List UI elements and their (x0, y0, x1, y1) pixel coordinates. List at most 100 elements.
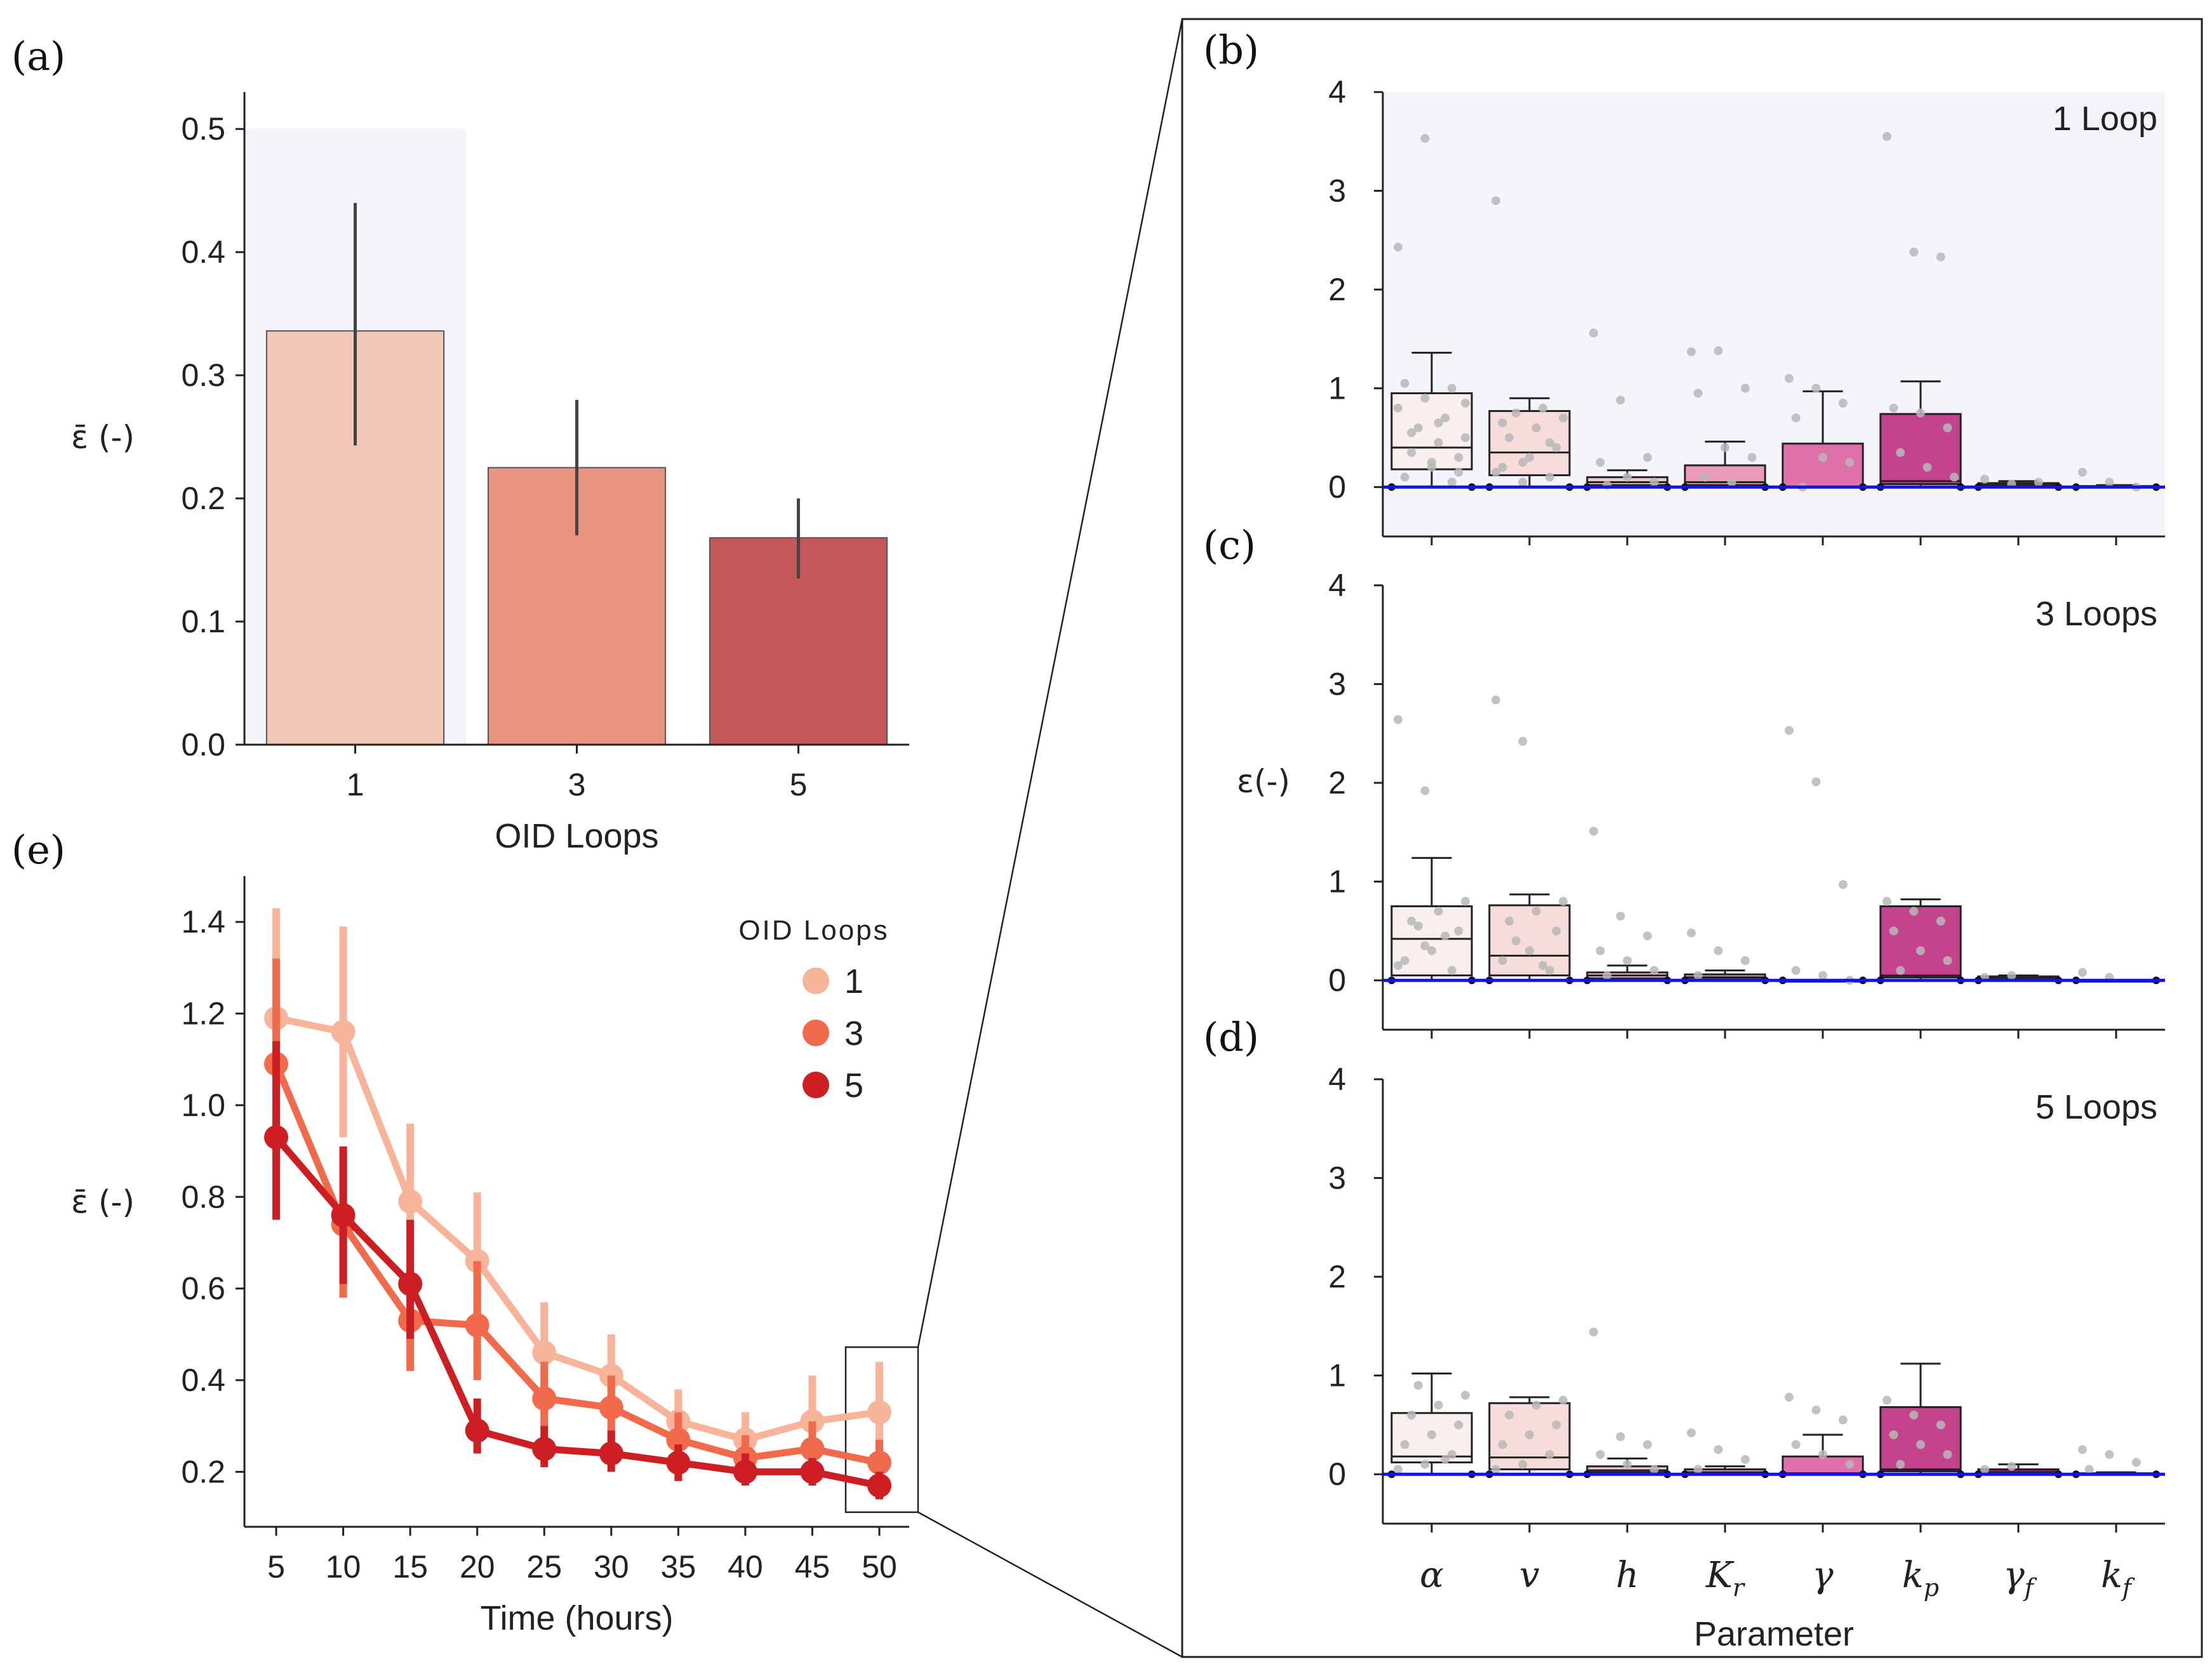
data-point (1441, 413, 1450, 423)
data-point (1922, 463, 1932, 472)
data-point (1498, 418, 1507, 428)
data-point (1623, 1460, 1632, 1469)
data-point (1441, 1454, 1450, 1464)
zoom-connector (844, 18, 2203, 1658)
data-point (1616, 1432, 1625, 1442)
data-point (1498, 956, 1507, 966)
panel-label-b: (b) (1203, 27, 1259, 73)
parameter-symbol: α (1420, 1555, 1444, 1596)
data-point (1538, 403, 1548, 413)
y-tick-label: 0 (1328, 1456, 1346, 1492)
data-point (2131, 1458, 2141, 1467)
data-point (331, 1020, 356, 1044)
data-point (1686, 347, 1696, 357)
data-point (1461, 433, 1470, 442)
parameter-axis-label: Parameter (1694, 1615, 1854, 1653)
data-point (1420, 941, 1430, 950)
y-tick-label: 3 (1328, 667, 1346, 702)
data-point (1407, 1410, 1416, 1420)
data-point (1784, 726, 1794, 735)
data-point (331, 1203, 356, 1228)
data-point (1909, 907, 1919, 916)
data-point (1434, 907, 1443, 916)
data-point (1693, 971, 1703, 980)
legend-label: 5 (844, 1067, 863, 1105)
data-point (1434, 418, 1443, 428)
data-point (1818, 1450, 1827, 1460)
y-tick-label: 0.8 (181, 1179, 225, 1214)
data-point (1491, 1465, 1500, 1474)
data-point (532, 1340, 557, 1365)
data-point (800, 1460, 825, 1484)
parameter-symbol: K (1705, 1555, 1735, 1596)
data-point (1714, 946, 1723, 955)
data-point (264, 1125, 288, 1150)
data-point (2007, 1461, 2016, 1471)
box (1390, 905, 1473, 976)
data-point (1916, 946, 1925, 955)
data-point (1714, 1445, 1723, 1454)
data-point (1505, 433, 1514, 442)
data-point (1909, 1410, 1919, 1420)
data-point (1845, 1460, 1855, 1469)
data-point (1491, 196, 1500, 206)
data-point (1413, 921, 1423, 931)
parameter-symbol: h (1616, 1555, 1639, 1596)
epsilon-axis-label: ε(-) (1237, 763, 1290, 800)
data-point (1407, 916, 1416, 926)
parameter-subscript: f (2023, 1574, 2037, 1602)
parameter-symbol: v (1519, 1555, 1540, 1596)
y-tick-label: 4 (1328, 1061, 1346, 1097)
data-point (867, 1450, 891, 1475)
y-tick-label: 2 (1328, 765, 1346, 801)
data-point (1518, 477, 1528, 487)
data-point (1838, 880, 1848, 889)
data-point (1896, 1460, 1905, 1469)
data-point (2077, 1445, 2087, 1454)
series-5 (264, 1041, 891, 1500)
data-point (532, 1386, 557, 1411)
data-point (2105, 1450, 2114, 1460)
y-tick-label: 1 (1328, 371, 1346, 406)
data-point (1393, 715, 1402, 724)
legend: OID Loops 1 3 5 (738, 915, 887, 1105)
data-point (1889, 926, 1898, 936)
parameter-label: kp (1902, 1555, 1939, 1602)
panel-b-box-plot: 0 1 2 3 4 1 Loop (1328, 74, 2165, 545)
data-point (1616, 396, 1625, 405)
y-tick-label: 3 (1328, 173, 1346, 209)
data-point (1700, 472, 1710, 482)
panel-annotation: 1 Loop (2053, 100, 2157, 138)
data-point (1447, 383, 1456, 393)
y-tick-label: 1.4 (181, 904, 225, 940)
data-point (1740, 383, 1750, 393)
data-point (1454, 453, 1463, 462)
data-point (1461, 1390, 1470, 1400)
data-point (1811, 777, 1821, 787)
parameter-subscript: r (1733, 1574, 1746, 1602)
data-point (599, 1441, 623, 1466)
panel-label-e: (e) (11, 827, 65, 873)
data-point (1518, 736, 1528, 746)
data-point (1936, 1420, 1945, 1430)
y-tick-label: 2 (1328, 1259, 1346, 1294)
data-point (1889, 403, 1898, 413)
data-point (1649, 1465, 1659, 1474)
data-point (1649, 477, 1659, 487)
y-tick-label: 4 (1328, 568, 1346, 603)
data-point (1427, 946, 1436, 955)
y-tick-label: 2 (1328, 272, 1346, 307)
data-point (398, 1272, 423, 1296)
panel-annotation: 5 Loops (2035, 1088, 2157, 1126)
parameter-symbol: γ (1812, 1555, 1834, 1596)
data-point (1616, 912, 1625, 921)
data-point (1721, 443, 1729, 452)
data-point (1498, 1440, 1507, 1449)
data-point (1400, 956, 1409, 966)
data-point (1943, 956, 1952, 966)
data-point (1896, 448, 1905, 457)
data-point (1714, 346, 1723, 356)
data-point (1525, 1430, 1534, 1439)
data-point (1498, 463, 1507, 472)
x-tick-label: 40 (728, 1549, 763, 1585)
